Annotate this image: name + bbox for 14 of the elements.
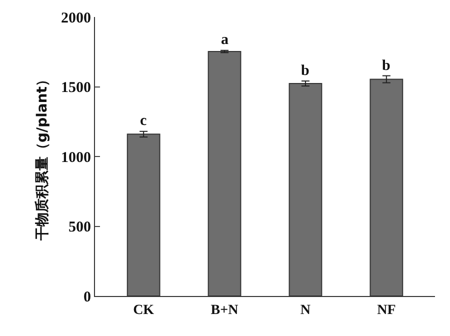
y-tick-label: 0 [84, 289, 91, 306]
y-tick-label: 2000 [61, 10, 91, 26]
annotation: b [301, 63, 310, 79]
x-tick-label: CK [133, 302, 154, 318]
y-tick-label: 500 [68, 220, 91, 236]
x-tick-label: B+N [210, 302, 238, 318]
annotation: c [140, 113, 147, 129]
x-tick-label: N [300, 302, 311, 318]
y-axis-title: 干物质积累量（g/plant） [34, 72, 51, 242]
y-tick-label: 1000 [61, 150, 91, 166]
y-tick-label: 1500 [61, 80, 91, 96]
x-tick-label: NF [377, 302, 396, 318]
annotation: a [221, 32, 229, 48]
annotation: b [382, 58, 390, 74]
